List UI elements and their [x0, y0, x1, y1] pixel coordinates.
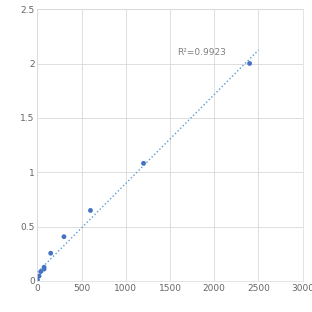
Point — [141, 161, 146, 166]
Point — [61, 234, 66, 239]
Text: R²=0.9923: R²=0.9923 — [177, 48, 226, 57]
Point — [37, 274, 41, 279]
Point — [38, 269, 43, 274]
Point — [247, 61, 252, 66]
Point — [88, 208, 93, 213]
Point — [41, 265, 46, 270]
Point — [41, 266, 46, 271]
Point — [35, 277, 40, 282]
Point — [48, 251, 53, 256]
